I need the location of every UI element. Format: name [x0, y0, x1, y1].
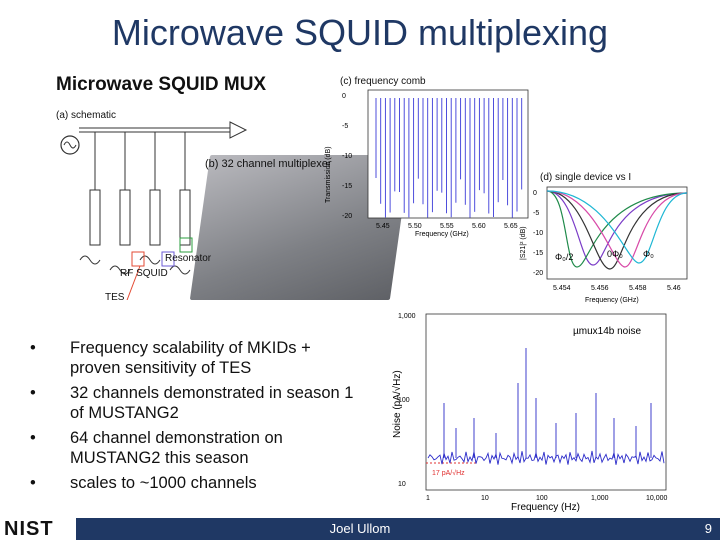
squid-mux-figure: Microwave SQUID MUX (a) schematic (b) 32…	[50, 70, 690, 304]
noise-trace-line	[427, 450, 665, 465]
comb-ytick: -10	[342, 153, 352, 160]
noise-xtick: 100	[536, 495, 548, 502]
comb-ytick: -5	[342, 123, 348, 130]
single-xtick: 5.458	[629, 285, 647, 292]
footer-bar	[76, 518, 720, 540]
footer: NIST Joel Ullom 9	[0, 518, 720, 540]
resonator-label: Resonator	[165, 253, 212, 264]
bullet-item: scales to ~1000 channels	[30, 473, 360, 493]
noise-xtick: 10,000	[646, 495, 668, 502]
bullet-item: 64 channel demonstration on MUSTANG2 thi…	[30, 428, 360, 468]
comb-xtick: 5.55	[440, 223, 454, 230]
single-xtick: 5.454	[553, 285, 571, 292]
single-ytick: -10	[533, 230, 543, 237]
noise-legend: µmux14b noise	[573, 326, 641, 337]
noise-xtick: 1,000	[591, 495, 609, 502]
single-xlabel: Frequency (GHz)	[585, 297, 639, 304]
bullet-item: 32 channels demonstrated in season 1 of …	[30, 383, 360, 423]
frequency-comb-chart: Transmission (dB) Frequency (GHz) 0 -5 -10…	[325, 89, 529, 238]
noise-xtick: 1	[426, 495, 430, 502]
noise-ytick: 100	[398, 397, 410, 404]
bullet-list: Frequency scalability of MKIDs + proven …	[30, 338, 360, 498]
comb-ylabel: Transmission (dB)	[325, 146, 332, 203]
noise-ytick: 1,000	[398, 313, 416, 320]
comb-ytick: -20	[342, 213, 352, 220]
single-ytick: -15	[533, 250, 543, 257]
schematic-diagram	[60, 121, 248, 300]
nist-logo: NIST	[4, 518, 54, 540]
single-label-zero: 0Φ₀	[607, 249, 623, 259]
single-xtick: 5.46	[667, 285, 681, 292]
panel-c-label: (c) frequency comb	[340, 76, 426, 87]
single-xtick: 5.456	[591, 285, 609, 292]
noise-xtick: 10	[481, 495, 489, 502]
comb-xlabel: Frequency (GHz)	[415, 231, 469, 238]
comb-xtick: 5.45	[376, 223, 390, 230]
single-label-half: Φ₀/2	[555, 252, 573, 262]
single-ytick: -20	[533, 270, 543, 277]
single-ytick: -5	[533, 210, 539, 217]
comb-xtick: 5.50	[408, 223, 422, 230]
single-ylabel: |S21|² (dB)	[520, 226, 527, 260]
comb-ytick: 0	[342, 93, 346, 100]
slide-number: 9	[704, 521, 712, 536]
panel-a-label: (a) schematic	[56, 110, 117, 121]
noise-ylabel: Noise (pA/√Hz)	[391, 370, 403, 438]
noise-spectrum-chart: µmux14b noise Noise (pA/√Hz) Frequency (…	[391, 313, 668, 513]
presenter-name: Joel Ullom	[329, 521, 391, 536]
single-ytick: 0	[533, 190, 537, 197]
panel-b-label: (b) 32 channel multiplexer	[205, 158, 332, 170]
slide-title: Microwave SQUID multiplexing	[111, 12, 609, 53]
noise-annotation: 17 pA/√Hz	[432, 469, 465, 477]
panel-d-label: (d) single device vs I	[540, 172, 632, 183]
comb-xtick: 5.60	[472, 223, 486, 230]
rf-squid-label: RF SQUID	[120, 268, 168, 279]
tes-label: TES	[105, 292, 125, 303]
comb-ytick: -15	[342, 183, 352, 190]
figure-heading: Microwave SQUID MUX	[56, 74, 267, 95]
noise-ytick: 10	[398, 481, 406, 488]
comb-xtick: 5.65	[504, 223, 518, 230]
bullet-item: Frequency scalability of MKIDs + proven …	[30, 338, 360, 378]
single-device-chart: |S21|² (dB) Φ₀/2 0Φ₀ Φ₀ Frequency (GHz) …	[520, 186, 688, 304]
single-label-one: Φ₀	[643, 249, 654, 259]
noise-xlabel: Frequency (Hz)	[511, 502, 580, 513]
